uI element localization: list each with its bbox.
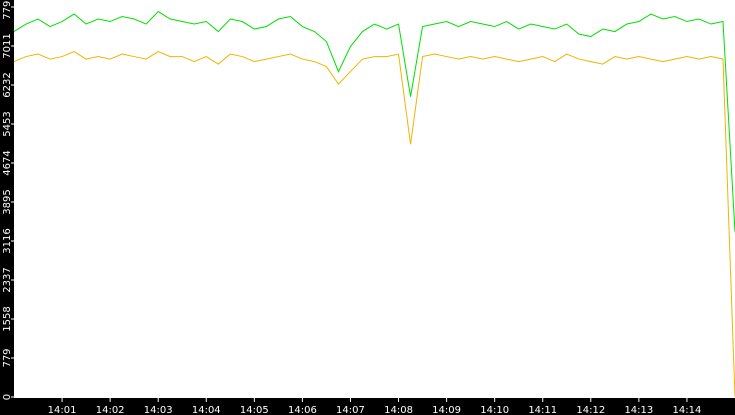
x-tick-label: 14:03 (144, 405, 173, 415)
x-tick-label: 14:09 (432, 405, 461, 415)
y-tick-label: 0 (2, 394, 13, 400)
x-tick-label: 14:02 (96, 405, 125, 415)
y-tick-label: 779 (2, 348, 13, 367)
series-line (13, 10, 735, 232)
x-tick-label: 14:04 (192, 405, 221, 415)
x-tick-label: 14:07 (336, 405, 365, 415)
x-tick-label: 14:08 (384, 405, 413, 415)
x-tick-label: 14:11 (528, 405, 557, 415)
y-tick-label: 7011 (2, 33, 13, 58)
x-tick-label: 14:12 (576, 405, 605, 415)
x-tick-label: 14:01 (48, 405, 77, 415)
x-tick-label: 14:10 (480, 405, 509, 415)
x-tick-label: 14:05 (240, 405, 269, 415)
y-tick-label: 6232 (2, 72, 13, 97)
y-tick-label: 1558 (2, 306, 13, 331)
x-tick-label: 14:06 (288, 405, 317, 415)
series-line (13, 51, 735, 398)
x-tick-label: 14:13 (624, 405, 653, 415)
plot-area (14, 0, 735, 398)
y-tick-label: 3895 (2, 189, 13, 214)
y-tick-label: 4674 (2, 150, 13, 175)
y-tick-label: 3116 (2, 228, 13, 253)
y-tick-label: 5453 (2, 111, 13, 136)
x-tick-label: 14:14 (673, 405, 702, 415)
y-tick-label: 2337 (2, 267, 13, 292)
y-tick-label: 7790 (2, 0, 13, 20)
